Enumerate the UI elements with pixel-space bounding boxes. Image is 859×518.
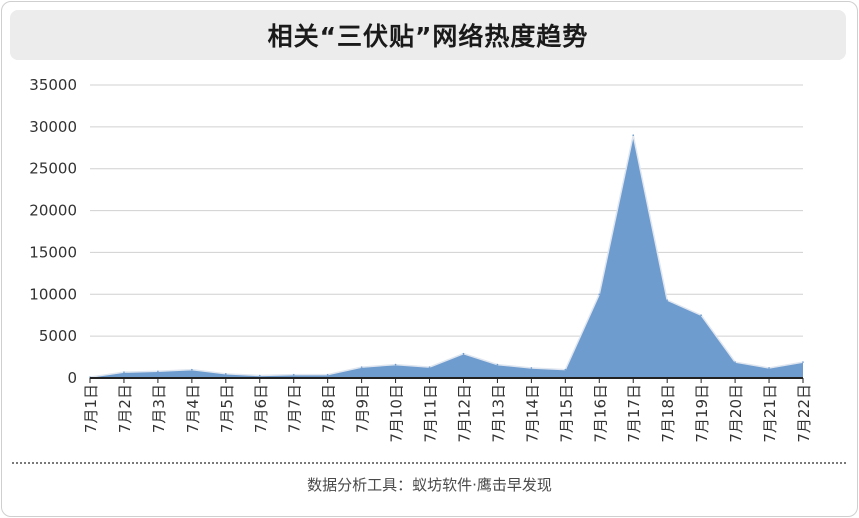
y-tick-label: 10000 (29, 285, 77, 303)
x-tick-label: 7月11日 (422, 384, 440, 443)
data-point (123, 371, 125, 373)
footer-divider (12, 462, 846, 464)
data-point (258, 374, 261, 377)
data-point (157, 370, 159, 373)
title-bar: 相关“三伏贴”网络热度趋势 (10, 10, 846, 60)
x-tick-label: 7月4日 (184, 384, 202, 433)
area-series (89, 134, 804, 378)
footer-source: 数据分析工具：蚁坊软件·鹰击早发现 (307, 476, 552, 494)
chart-title: 相关“三伏贴”网络热度趋势 (267, 22, 589, 51)
data-point (326, 373, 329, 376)
area-outline (89, 135, 804, 378)
data-point (428, 366, 431, 368)
x-tick-label: 7月20日 (727, 384, 745, 443)
data-point (598, 293, 601, 296)
data-point (700, 314, 702, 317)
x-tick-label: 7月12日 (455, 384, 473, 443)
x-tick-label: 7月16日 (591, 384, 609, 443)
grid-lines (90, 84, 803, 337)
data-point (292, 373, 295, 376)
x-tick-label: 7月10日 (388, 384, 406, 443)
y-tick-label: 30000 (29, 118, 77, 136)
y-tick-label: 15000 (29, 243, 77, 261)
data-point (632, 134, 635, 137)
data-point (462, 352, 465, 355)
x-tick-label: 7月18日 (659, 384, 677, 443)
x-tick-label: 7月9日 (354, 384, 372, 433)
y-tick-label: 35000 (29, 76, 77, 94)
data-point (496, 363, 499, 366)
y-tick-label: 0 (67, 369, 77, 387)
x-tick-label: 7月14日 (523, 384, 541, 443)
data-point (564, 368, 567, 371)
data-point (768, 367, 770, 369)
x-tick-label: 7月5日 (218, 384, 236, 433)
x-tick-label: 7月17日 (625, 384, 643, 443)
data-point (225, 373, 227, 375)
x-tick-label: 7月13日 (489, 384, 507, 443)
x-tick-labels: 7月1日 7月2日 7月3日 7月4日 7月5日 7月6日 7月7日 7月8日 7月9日 7月10… (82, 384, 813, 443)
x-tick-label: 7月21日 (761, 384, 779, 443)
x-tick-label: 7月19日 (693, 384, 711, 443)
x-tick-label: 7月3日 (150, 384, 168, 433)
data-point (530, 367, 533, 369)
y-tick-label: 5000 (39, 327, 77, 345)
x-tick-label: 7月8日 (320, 384, 338, 433)
data-point (666, 299, 668, 301)
x-tick-label: 7月6日 (252, 384, 270, 433)
x-tick-label: 7月2日 (116, 384, 134, 433)
area-fill (90, 135, 803, 378)
y-tick-label: 20000 (29, 202, 77, 220)
x-tick-label: 7月22日 (795, 384, 813, 443)
y-tick-labels: 0 5000 10000 15000 20000 25000 30000 35000 (29, 76, 77, 387)
x-tick-label: 7月7日 (286, 384, 304, 433)
x-tick-label: 7月1日 (82, 384, 100, 433)
x-tick-label: 7月15日 (557, 384, 575, 443)
axes (89, 377, 804, 383)
data-point (360, 366, 363, 368)
data-point (802, 361, 804, 363)
data-point (191, 368, 193, 371)
data-point (394, 363, 397, 366)
y-tick-label: 25000 (29, 160, 77, 178)
data-point (734, 361, 736, 363)
